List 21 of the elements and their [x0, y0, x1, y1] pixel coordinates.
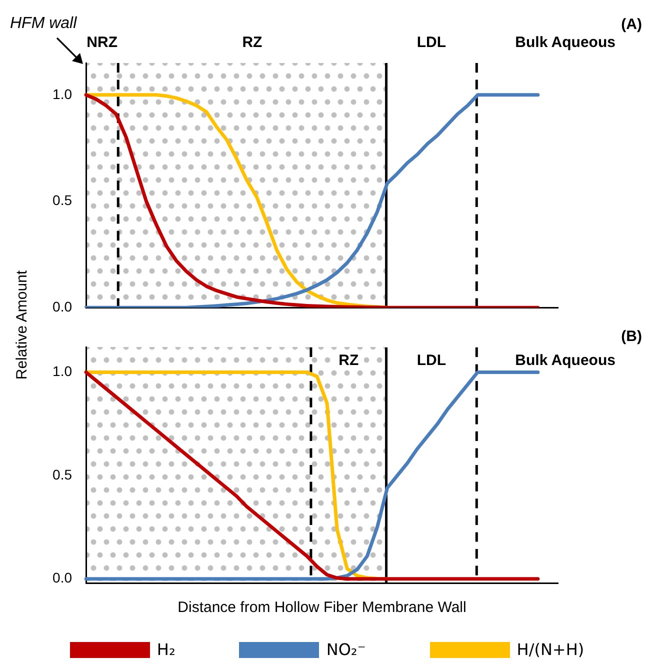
legend-label: H₂ — [156, 640, 176, 659]
y-tick-label: 0.5 — [52, 192, 72, 208]
text: LDL — [412, 34, 452, 52]
annotation: Bulk Aqueous — [510, 352, 620, 370]
y-tick-label: 0.0 — [52, 570, 72, 586]
legend-label: NO₂⁻ — [326, 640, 366, 659]
x-axis-title: Distance from Hollow Fiber Membrane Wall — [178, 599, 466, 616]
legend-label: H/(N+H) — [516, 640, 584, 659]
annotation: LDL — [412, 352, 452, 370]
text: (A) — [621, 16, 642, 33]
text: NRZ — [82, 34, 122, 52]
y-tick-label: 1.0 — [52, 363, 72, 380]
text: Bulk Aqueous — [510, 34, 620, 52]
y-tick-label: 0.5 — [52, 466, 72, 482]
annotation: RZ — [334, 352, 364, 370]
text: RZ — [237, 34, 268, 52]
y-axis-title: Relative Amount — [14, 270, 30, 380]
y-tick-label: 0.0 — [52, 298, 72, 314]
text: HFM wall — [10, 15, 77, 33]
text: (B) — [621, 328, 642, 345]
y-tick-label: 1.0 — [52, 86, 72, 102]
